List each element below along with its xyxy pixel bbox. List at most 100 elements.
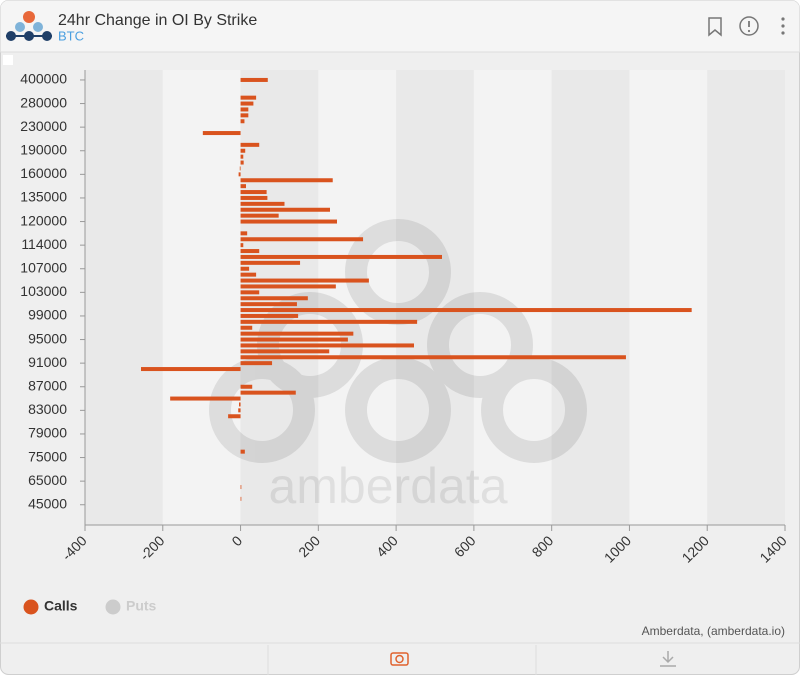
y-tick-label: 99000	[28, 307, 67, 323]
band	[551, 70, 630, 525]
bar	[240, 184, 246, 189]
band	[396, 70, 474, 525]
bar	[240, 195, 268, 200]
bar	[240, 237, 364, 242]
bar	[240, 231, 248, 236]
bar	[238, 172, 241, 177]
logo	[6, 11, 52, 41]
bar	[240, 278, 369, 283]
y-tick-label: 120000	[20, 212, 67, 228]
bar	[240, 154, 244, 159]
y-tick-label: 45000	[28, 495, 67, 511]
bar	[238, 408, 241, 413]
y-tick-label: 75000	[28, 448, 67, 464]
y-tick-label: 79000	[28, 425, 67, 441]
bar	[240, 361, 273, 366]
bar	[240, 390, 296, 395]
bar	[240, 313, 299, 318]
bar	[240, 337, 348, 342]
bar	[240, 142, 260, 147]
bar	[240, 254, 442, 259]
y-tick-label: 230000	[20, 118, 67, 134]
bar	[240, 101, 254, 106]
bar	[240, 384, 253, 389]
bar	[240, 308, 692, 313]
band	[473, 70, 552, 525]
bar	[202, 131, 241, 136]
bar	[240, 190, 267, 195]
bar	[240, 207, 330, 212]
bar	[240, 77, 268, 82]
band	[707, 70, 785, 525]
subtitle: BTC	[58, 28, 84, 43]
y-tick-label: 103000	[20, 283, 67, 299]
bar	[240, 349, 330, 354]
bar	[239, 166, 241, 171]
y-tick-label: 83000	[28, 401, 67, 417]
bar	[240, 243, 244, 248]
bar	[240, 449, 245, 454]
bar	[240, 485, 242, 490]
bar	[240, 107, 249, 112]
bar	[240, 331, 354, 336]
bar	[240, 148, 246, 153]
band	[162, 70, 241, 525]
y-tick-label: 280000	[20, 94, 67, 110]
download-icon[interactable]	[660, 651, 676, 667]
bar	[240, 213, 279, 218]
bar	[239, 402, 241, 407]
band	[85, 70, 163, 525]
title: 24hr Change in OI By Strike	[58, 12, 257, 29]
legend-marker	[105, 599, 121, 615]
bar	[240, 284, 336, 289]
watermark: amberdata	[268, 458, 507, 514]
y-tick-label: 91000	[28, 354, 67, 370]
bar	[240, 343, 414, 348]
credit: Amberdata, (amberdata.io)	[642, 624, 785, 638]
legend-label[interactable]: Calls	[44, 598, 78, 614]
legend-label[interactable]: Puts	[126, 598, 157, 614]
bookmark-icon[interactable]	[708, 17, 722, 37]
header-bg	[0, 0, 800, 52]
camera-icon[interactable]	[390, 652, 409, 666]
bar	[240, 302, 297, 307]
bar	[170, 396, 241, 401]
y-tick-label: 87000	[28, 377, 67, 393]
bar	[141, 367, 241, 372]
info-icon[interactable]	[739, 16, 759, 36]
bar	[240, 266, 250, 271]
bar	[240, 272, 257, 277]
band	[318, 70, 397, 525]
legend-marker	[23, 599, 39, 615]
bar	[240, 319, 418, 324]
y-tick-label: 95000	[28, 330, 67, 346]
bar	[240, 160, 244, 165]
menu-icon[interactable]	[781, 17, 785, 35]
bar	[240, 95, 257, 100]
handle	[3, 55, 13, 65]
bar	[240, 249, 260, 254]
y-tick-label: 400000	[20, 71, 67, 87]
band	[629, 70, 708, 525]
y-tick-label: 114000	[21, 236, 67, 252]
bar	[240, 178, 333, 183]
plot-bands	[85, 70, 785, 525]
y-tick-label: 160000	[20, 165, 67, 181]
bar	[240, 260, 301, 265]
y-tick-label: 107000	[20, 259, 67, 275]
bar	[240, 219, 337, 224]
y-tick-label: 65000	[28, 472, 67, 488]
bar	[240, 113, 249, 118]
bar	[240, 290, 260, 295]
bar	[240, 296, 308, 301]
bar	[240, 325, 253, 330]
bar	[228, 414, 241, 419]
y-tick-label: 190000	[20, 141, 67, 157]
bar	[240, 119, 245, 124]
bar	[240, 496, 242, 501]
y-tick-label: 135000	[20, 189, 67, 205]
bar	[240, 355, 626, 360]
bar	[240, 201, 285, 206]
